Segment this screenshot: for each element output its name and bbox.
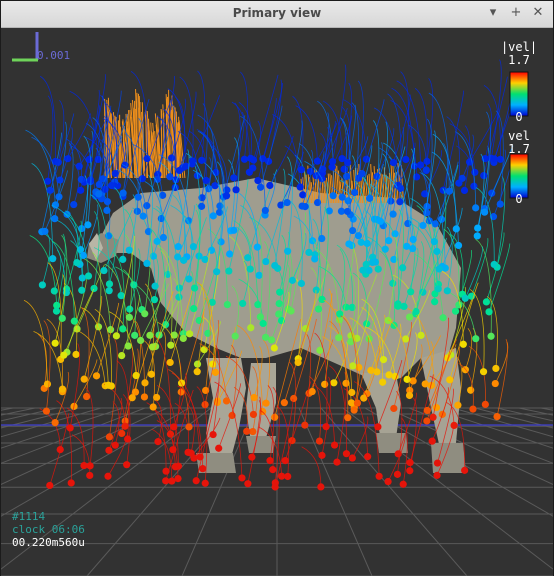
axis-triad [12, 32, 39, 62]
scale-bar-label: 0.001 [37, 49, 71, 62]
ground-grid [1, 407, 553, 576]
colorbar-1-min: 0 [515, 110, 523, 124]
window-title: Primary view [232, 6, 322, 20]
minimize-button[interactable]: ▾ [489, 5, 497, 20]
vel-magnitude-colorbar [509, 71, 529, 117]
colorbar-1-title: |vel| [500, 40, 538, 54]
colorbar-1-max: 1.7 [508, 53, 530, 67]
colorbar-2-title: vel [508, 129, 530, 143]
frame-counter: #1114 [12, 510, 46, 523]
close-button[interactable]: ✕ [532, 5, 544, 20]
colorbar-2-min: 0 [515, 192, 523, 206]
sim-time-readout: 00.220m560u [12, 536, 85, 549]
title-bar[interactable]: Primary view ▾ + ✕ [1, 1, 553, 28]
clock-readout: clock 06:06 [12, 523, 85, 536]
scene-canvas [1, 32, 553, 576]
3d-viewport[interactable]: 0.001 |vel| 1.7 0 vel 1.7 0 #1114 clock … [1, 28, 553, 576]
vel-colorbar [509, 153, 529, 199]
maximize-button[interactable]: + [510, 5, 522, 20]
colorbar-2-max: 1.7 [508, 142, 530, 156]
particle-trails [23, 59, 520, 491]
